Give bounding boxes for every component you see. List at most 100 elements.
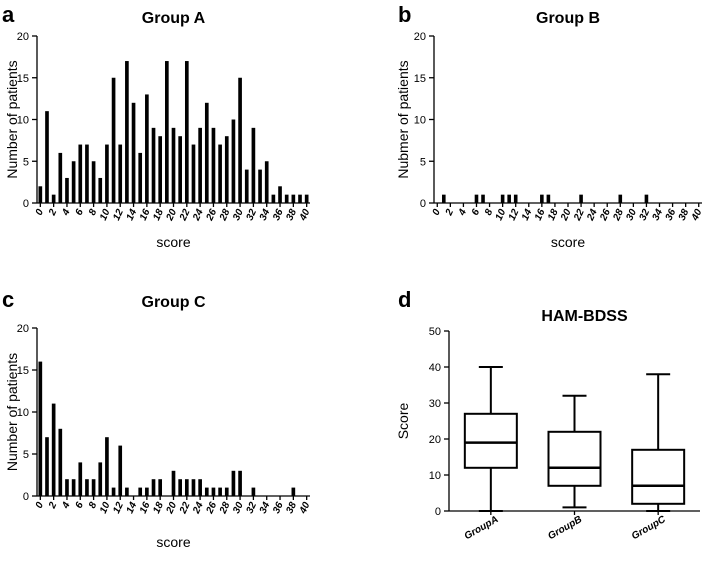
bar xyxy=(138,152,143,203)
y-axis-label: Nubmer of patients xyxy=(395,60,411,178)
x-tick-label: 24 xyxy=(191,500,206,516)
bar xyxy=(71,479,76,496)
x-tick-label: 16 xyxy=(533,207,548,222)
bar xyxy=(71,161,76,203)
bar xyxy=(507,194,511,203)
x-tick-label: 32 xyxy=(244,500,259,515)
x-tick-label: 22 xyxy=(572,207,587,223)
x-tick-label: 20 xyxy=(164,500,179,516)
bar xyxy=(278,186,282,203)
panel-title: Group C xyxy=(142,294,206,311)
bar xyxy=(481,194,485,203)
bar xyxy=(111,487,116,496)
bar xyxy=(218,487,222,496)
x-tick-label: 0 xyxy=(431,207,444,217)
box-iqr xyxy=(463,412,518,469)
x-tick-label: 8 xyxy=(87,207,100,217)
bar xyxy=(65,177,69,203)
bar xyxy=(540,194,544,203)
x-tick-label: 10 xyxy=(98,207,113,222)
y-tick-label: 10 xyxy=(429,470,441,482)
bar xyxy=(546,194,551,203)
bar xyxy=(131,102,136,203)
x-tick-label: 28 xyxy=(611,207,626,223)
bar xyxy=(251,487,256,496)
bar xyxy=(184,61,189,203)
x-tick-label: 6 xyxy=(74,500,87,510)
bar xyxy=(91,479,96,496)
bar xyxy=(178,136,182,203)
bar xyxy=(204,102,209,203)
x-tick-label: 2 xyxy=(47,500,60,511)
bar xyxy=(579,194,583,203)
y-tick-label: 20 xyxy=(414,31,426,43)
bar xyxy=(224,487,229,496)
bar xyxy=(291,487,296,496)
x-tick-label: GroupC xyxy=(630,514,668,543)
x-tick-label: 18 xyxy=(151,207,166,222)
bar xyxy=(138,487,143,496)
bar xyxy=(298,194,302,203)
x-tick-label: 26 xyxy=(204,207,219,223)
y-tick-label: 10 xyxy=(17,407,29,419)
bar xyxy=(191,479,196,496)
x-tick-label: 36 xyxy=(271,207,286,222)
y-tick-label: 0 xyxy=(435,506,441,518)
bar xyxy=(178,479,182,496)
bar xyxy=(258,169,262,203)
bar xyxy=(198,479,202,496)
bar xyxy=(291,194,296,203)
bar xyxy=(151,479,156,496)
y-axis-label: Number of patients xyxy=(4,60,20,178)
x-tick-label: 22 xyxy=(177,500,192,516)
bar xyxy=(78,462,83,496)
x-tick-label: 34 xyxy=(258,207,273,222)
x-tick-label: 40 xyxy=(297,207,312,223)
y-tick-label: 5 xyxy=(420,156,426,168)
x-axis-label: score xyxy=(156,234,190,250)
bar xyxy=(105,437,109,496)
panel-d: d HAM-BDSS 0 10 20 30 40 50 Score GroupA GroupB Gro… xyxy=(395,287,700,542)
panel-title: Group B xyxy=(536,10,600,27)
bar xyxy=(211,127,216,203)
bar xyxy=(151,127,156,203)
bar xyxy=(98,177,103,203)
bar xyxy=(98,462,103,496)
bar xyxy=(191,144,196,203)
box-iqr xyxy=(547,430,602,487)
bar xyxy=(51,403,56,496)
bar xyxy=(118,144,123,203)
bar xyxy=(211,487,216,496)
bar xyxy=(284,194,289,203)
bar xyxy=(271,194,276,203)
y-tick-label: 15 xyxy=(17,73,29,85)
x-tick-label: 40 xyxy=(689,207,704,223)
x-tick-label: 30 xyxy=(231,207,246,222)
bar xyxy=(85,479,89,496)
bar xyxy=(145,487,149,496)
x-tick-label: 34 xyxy=(258,500,273,515)
x-tick-label: 38 xyxy=(284,207,299,222)
box-GroupB xyxy=(547,394,602,509)
bar xyxy=(165,61,169,203)
x-tick-label: 10 xyxy=(98,500,113,515)
x-tick-label: 12 xyxy=(111,500,126,515)
x-tick-label: 2 xyxy=(443,207,456,218)
bar xyxy=(184,479,189,496)
bar xyxy=(218,144,222,203)
bar xyxy=(125,487,129,496)
bar xyxy=(238,77,242,203)
bar xyxy=(38,361,43,496)
y-tick-label: 30 xyxy=(429,398,441,410)
bar xyxy=(51,194,56,203)
bar xyxy=(111,77,116,203)
x-tick-label: 12 xyxy=(111,207,126,222)
x-tick-label: 10 xyxy=(494,207,509,222)
y-tick-label: 15 xyxy=(17,365,29,377)
panel-letter: a xyxy=(2,2,15,27)
bar xyxy=(442,194,446,203)
x-tick-label: 16 xyxy=(138,207,153,222)
x-tick-label: 14 xyxy=(520,207,535,222)
